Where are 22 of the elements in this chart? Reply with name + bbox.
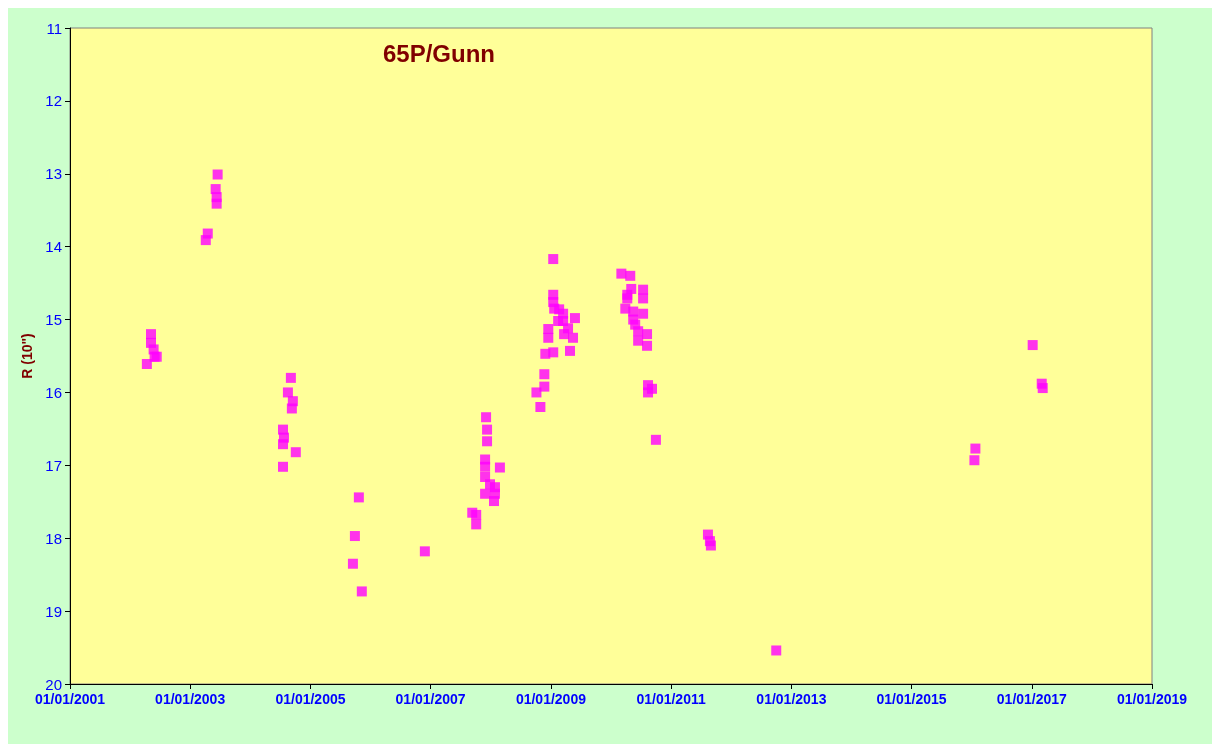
y-axis-title: R (10")	[19, 333, 35, 379]
x-tick-label: 01/01/2015	[876, 691, 947, 707]
y-tick-label: 13	[45, 165, 62, 183]
y-tick-label: 16	[45, 383, 62, 401]
y-tick-label: 20	[45, 675, 62, 693]
y-tick-label: 12	[45, 92, 62, 110]
x-tick-label: 01/01/2017	[996, 691, 1068, 707]
y-tick-label: 15	[45, 311, 62, 329]
x-tick-label: 01/01/2001	[34, 691, 106, 707]
x-tick-label: 01/01/2007	[395, 691, 466, 707]
x-tick-label: 01/01/2011	[636, 691, 706, 707]
x-tick-label: 01/01/2009	[515, 691, 587, 707]
x-tick-label: 01/01/2005	[275, 691, 346, 707]
y-tick-label: 18	[45, 529, 62, 547]
x-tick-label: 01/01/2013	[756, 691, 827, 707]
x-tick-label: 01/01/2003	[155, 691, 226, 707]
y-tick-label: 11	[46, 19, 62, 37]
text: 65P/Gunn	[383, 39, 496, 67]
y-tick-label: 17	[45, 456, 62, 474]
y-tick-label: 19	[45, 602, 62, 620]
y-tick-label: 14	[45, 238, 62, 256]
x-tick-label: 01/01/2019	[1116, 691, 1188, 707]
